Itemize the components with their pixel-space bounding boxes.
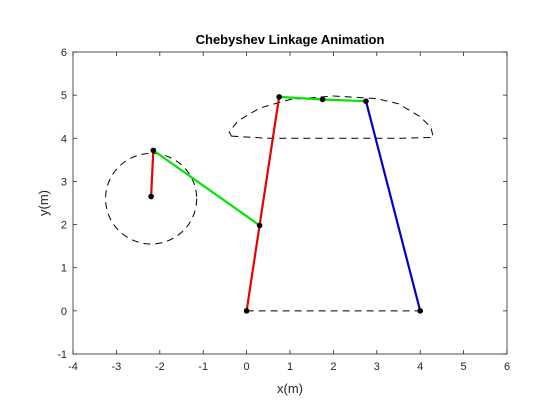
traces-layer: [105, 95, 434, 312]
y-tick-label: -1: [57, 349, 67, 361]
x-tick-label: 4: [417, 361, 423, 373]
joint-marker: [150, 147, 157, 154]
coupler-path-trace: [228, 95, 434, 139]
joints-layer: [148, 94, 424, 314]
y-tick-label: 5: [61, 90, 67, 102]
joint-marker: [148, 193, 154, 200]
joint-marker: [363, 98, 369, 104]
plot-area: [73, 52, 507, 354]
y-tick-label: 4: [61, 133, 67, 145]
x-tick-label: 6: [504, 361, 510, 373]
crank-circle-trace: [105, 152, 198, 245]
y-tick-label: 3: [61, 176, 67, 188]
rocker-link: [364, 100, 422, 312]
joint-marker: [256, 222, 263, 229]
y-tick-label: 0: [61, 306, 67, 318]
x-tick-label: 1: [287, 361, 293, 373]
y-tick-label: 1: [61, 263, 67, 275]
x-tick-label: -4: [68, 361, 78, 373]
ticks-layer: -4 -3 -2 -1 0 1 2 3 4 5 6 -1 0 1 2 3 4 5 6: [57, 47, 510, 373]
coupler-link: [152, 149, 261, 227]
y-tick-label: 6: [61, 47, 67, 59]
x-tick-label: -3: [112, 361, 122, 373]
x-tick-label: 3: [374, 361, 380, 373]
y-tick-label: 2: [61, 220, 67, 232]
x-tick-label: 0: [244, 361, 250, 373]
x-tick-label: -1: [198, 361, 208, 373]
x-tick-label: 5: [461, 361, 467, 373]
crank-link: [245, 95, 281, 312]
x-axis-label: x(m): [277, 381, 303, 396]
joint-marker: [243, 308, 250, 314]
crank-link: [150, 149, 155, 198]
x-tick-label: 2: [330, 361, 336, 373]
y-axis-label: y(m): [36, 190, 51, 216]
chart-title: Chebyshev Linkage Animation: [196, 32, 385, 47]
joint-marker: [417, 308, 424, 314]
joint-marker: [276, 94, 282, 100]
x-tick-label: -2: [155, 361, 165, 373]
joint-marker: [319, 96, 326, 103]
